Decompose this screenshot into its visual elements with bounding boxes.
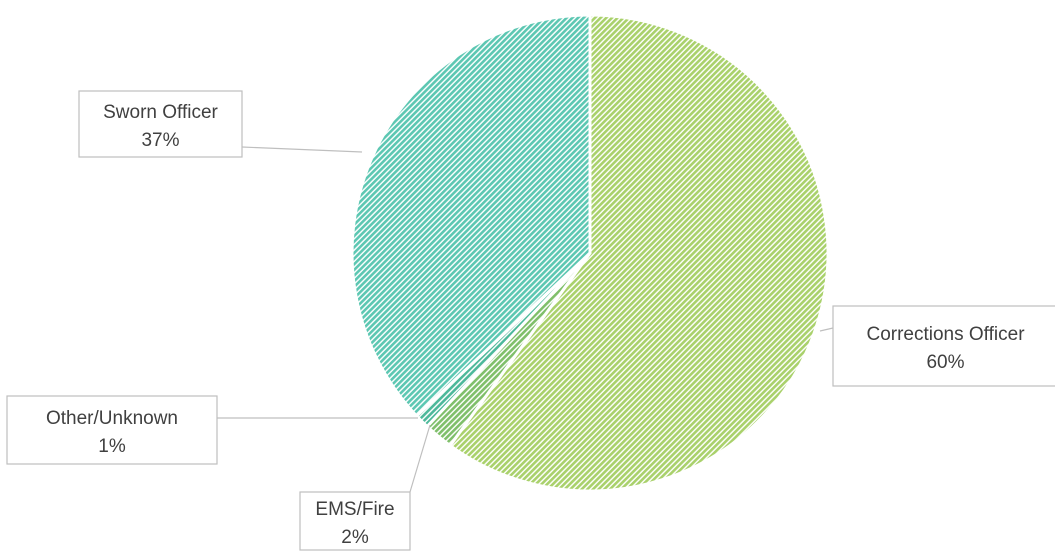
callout-box [78,90,243,158]
data-label-other-unknown: Other/Unknown 1% [6,395,218,465]
leader-line-corrections-officer [819,327,834,332]
data-label-ems-fire: EMS/Fire 2% [299,491,411,551]
pie-slice-corrections-officer [448,13,830,493]
leader-lines [217,146,834,493]
data-label-sworn-officer: Sworn Officer 37% [78,90,243,158]
slice-value-label: 1% [98,436,126,457]
slice-category-label: Other/Unknown [46,408,178,429]
slice-category-label: Corrections Officer [866,324,1025,345]
data-labels: Corrections Officer 60% EMS/Fire 2% Other/Un… [6,90,1055,551]
callout-box [299,491,411,551]
leader-line-sworn-officer [241,146,363,153]
pie-slice-sworn-officer [350,13,592,418]
slice-value-label: 60% [926,352,964,373]
slice-category-label: EMS/Fire [315,499,394,520]
pie-slices [350,13,830,493]
callout-box [832,305,1055,387]
leader-line-ems-fire [409,424,431,493]
slice-value-label: 37% [141,130,179,151]
slice-value-label: 2% [341,527,369,548]
slice-category-label: Sworn Officer [103,102,218,123]
callout-box [6,395,218,465]
data-label-corrections-officer: Corrections Officer 60% [832,305,1055,387]
